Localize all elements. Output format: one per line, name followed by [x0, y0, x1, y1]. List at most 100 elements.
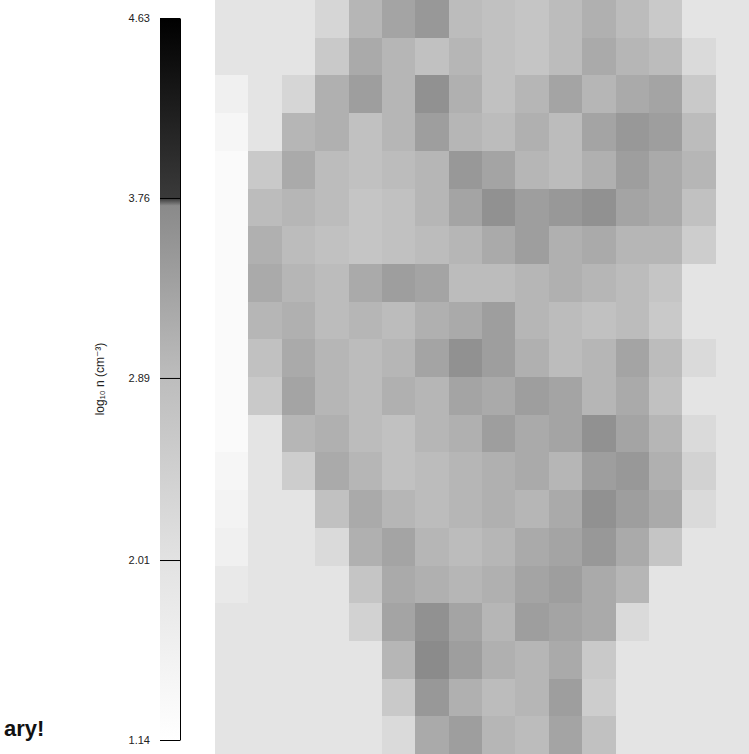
cell	[682, 603, 716, 641]
cell	[282, 75, 316, 113]
cell	[215, 38, 249, 76]
cell	[515, 226, 549, 264]
cell	[515, 38, 549, 76]
cell	[382, 452, 416, 490]
cell	[515, 603, 549, 641]
cell	[716, 566, 749, 604]
cell	[582, 415, 616, 453]
cell	[682, 75, 716, 113]
cell	[449, 452, 483, 490]
cell	[716, 490, 749, 528]
cell	[349, 75, 383, 113]
cell	[549, 452, 583, 490]
cell	[649, 75, 683, 113]
cell	[616, 38, 650, 76]
cell	[415, 302, 449, 340]
cell	[349, 189, 383, 227]
cell	[616, 75, 650, 113]
cell	[382, 716, 416, 754]
cell	[682, 189, 716, 227]
cell	[682, 302, 716, 340]
cell	[449, 75, 483, 113]
cell	[349, 38, 383, 76]
cell	[282, 302, 316, 340]
cell	[682, 716, 716, 754]
cell	[248, 113, 282, 151]
cell	[582, 641, 616, 679]
cell	[382, 226, 416, 264]
cell	[582, 528, 616, 566]
cell	[349, 339, 383, 377]
cell	[582, 0, 616, 38]
tick: 2.89	[129, 372, 180, 384]
cell	[349, 603, 383, 641]
cell	[616, 415, 650, 453]
cell	[716, 151, 749, 189]
cell	[682, 38, 716, 76]
cell	[549, 415, 583, 453]
cell	[716, 528, 749, 566]
annotation: ary!	[4, 716, 44, 741]
cell	[682, 528, 716, 566]
cell	[716, 452, 749, 490]
tick-mark	[160, 198, 180, 199]
cell	[282, 264, 316, 302]
cell	[415, 113, 449, 151]
cell	[415, 641, 449, 679]
cell	[415, 490, 449, 528]
cell	[482, 226, 516, 264]
cell	[482, 38, 516, 76]
cell	[716, 75, 749, 113]
cell	[716, 679, 749, 717]
cell	[549, 0, 583, 38]
cell	[449, 302, 483, 340]
cell	[449, 38, 483, 76]
cell	[282, 528, 316, 566]
cell	[582, 302, 616, 340]
cell	[282, 339, 316, 377]
cell	[215, 377, 249, 415]
cell	[415, 415, 449, 453]
cell	[315, 0, 349, 38]
tick-mark	[160, 740, 180, 741]
cell	[682, 264, 716, 302]
cell	[716, 38, 749, 76]
cell	[282, 38, 316, 76]
tick: 2.01	[129, 554, 180, 566]
cell	[382, 603, 416, 641]
colorbar-label: log₁₀ n (cm⁻³)	[93, 343, 107, 416]
cell	[382, 38, 416, 76]
tick-label: 2.01	[129, 554, 150, 566]
cell	[315, 264, 349, 302]
cell	[549, 528, 583, 566]
cell	[549, 641, 583, 679]
tick-label: 2.89	[129, 372, 150, 384]
cell	[449, 113, 483, 151]
cell	[616, 716, 650, 754]
cell	[282, 490, 316, 528]
cell	[349, 528, 383, 566]
cell	[482, 377, 516, 415]
cell	[315, 151, 349, 189]
cell	[449, 415, 483, 453]
cell	[382, 377, 416, 415]
cell	[482, 302, 516, 340]
cell	[282, 452, 316, 490]
cell	[449, 189, 483, 227]
cell	[482, 490, 516, 528]
cell	[582, 38, 616, 76]
cell	[682, 490, 716, 528]
cell	[549, 226, 583, 264]
cell	[582, 113, 616, 151]
cell	[649, 566, 683, 604]
cell	[582, 339, 616, 377]
cell	[315, 603, 349, 641]
cell	[549, 566, 583, 604]
cell	[616, 302, 650, 340]
cell	[315, 415, 349, 453]
cell	[415, 151, 449, 189]
cell	[482, 0, 516, 38]
cell	[616, 566, 650, 604]
cell	[248, 641, 282, 679]
cell	[515, 415, 549, 453]
